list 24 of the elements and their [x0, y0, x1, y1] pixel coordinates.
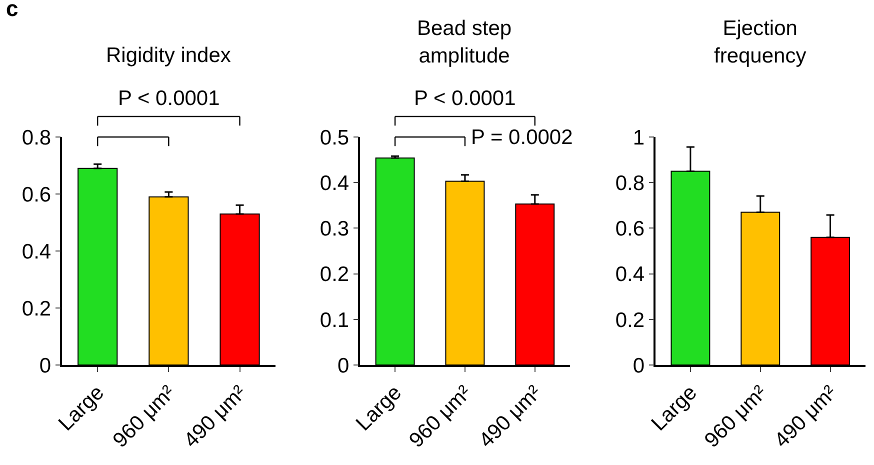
y-tick-label: 0.1	[320, 308, 350, 332]
y-tick-label: 0.5	[320, 126, 350, 150]
y-tick-label: 0.4	[320, 172, 350, 195]
text: c	[6, 0, 18, 21]
y-tick-label: 0.8	[615, 172, 645, 195]
y-tick-label: 1	[632, 126, 645, 150]
y-tick-label: 0	[337, 354, 350, 378]
text: P < 0.0001	[118, 87, 220, 110]
text: P < 0.0001	[414, 87, 516, 110]
y-tick-label: 0	[632, 354, 645, 378]
annotation: P = 0.0002	[471, 126, 573, 149]
y-tick-label: 0.8	[22, 126, 52, 150]
y-tick-label: 0.2	[22, 297, 52, 320]
chart-title: Ejection frequency	[714, 17, 807, 68]
y-tick-label: 0.2	[320, 263, 350, 286]
y-tick-label: 0.6	[22, 183, 52, 206]
y-tick-label: 0.2	[615, 308, 645, 332]
y-tick-label: 0.6	[615, 218, 645, 241]
chart-title: Rigidity index	[106, 44, 232, 67]
y-tick-label: 0.3	[320, 218, 350, 241]
y-tick-label: 0.4	[615, 263, 645, 286]
y-tick-label: 0.4	[22, 240, 52, 264]
y-tick-label: 0	[39, 354, 52, 378]
chart-title: Bead step amplitude	[417, 17, 512, 68]
